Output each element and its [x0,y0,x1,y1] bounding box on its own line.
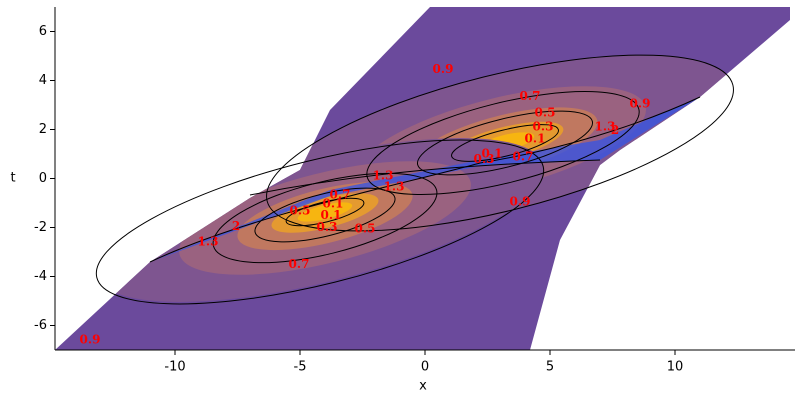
y-tick-label: 6 [39,24,47,39]
contour-label: 0.5 [290,204,311,218]
contour-label: 0.1 [321,208,342,222]
y-tick-label: -4 [34,269,47,284]
contour-lines [95,54,734,305]
y-tick-label: 2 [39,122,47,137]
contour-label: 0.3 [474,152,495,166]
x-tick-label: -5 [294,360,307,375]
contour-label: 2 [232,219,240,233]
contour-label: 0.7 [513,149,534,163]
contour-label: 0.5 [355,222,376,236]
contour-label: 0.9 [510,195,531,209]
contour-label: 0.1 [323,197,344,211]
x-tick-label: 0 [421,360,429,375]
contour-label: 0.1 [482,147,503,161]
contour-label: 0.9 [80,333,101,347]
y-tick-label: 4 [39,73,47,88]
contour-label: 0.7 [520,89,541,103]
contour-label: 0.7 [289,257,310,271]
contour-label: 0.3 [317,220,338,234]
y-axis-label: t [10,171,15,186]
x-tick-label: 5 [546,360,554,375]
contour-label: 2 [611,123,619,137]
contour-label: 0.5 [535,105,556,119]
x-tick-label: -10 [164,360,185,375]
contour-label: 0.3 [533,119,554,133]
contour-label: 0.7 [330,188,351,202]
y-tick-label: -6 [34,318,47,333]
contour-label: 1.3 [198,235,219,249]
y-tick-label: 0 [39,171,47,186]
y-tick-label: -2 [34,220,47,235]
x-axis-label: x [419,379,427,394]
contour-label: 0.1 [525,131,546,145]
contour-label: 0.9 [630,96,651,110]
contour-label: 1.3 [373,169,394,183]
contour-label: 1.3 [384,180,405,194]
contour-label: 1.3 [595,119,616,133]
contour-label: 0.9 [433,62,454,76]
x-tick-label: 10 [667,360,684,375]
